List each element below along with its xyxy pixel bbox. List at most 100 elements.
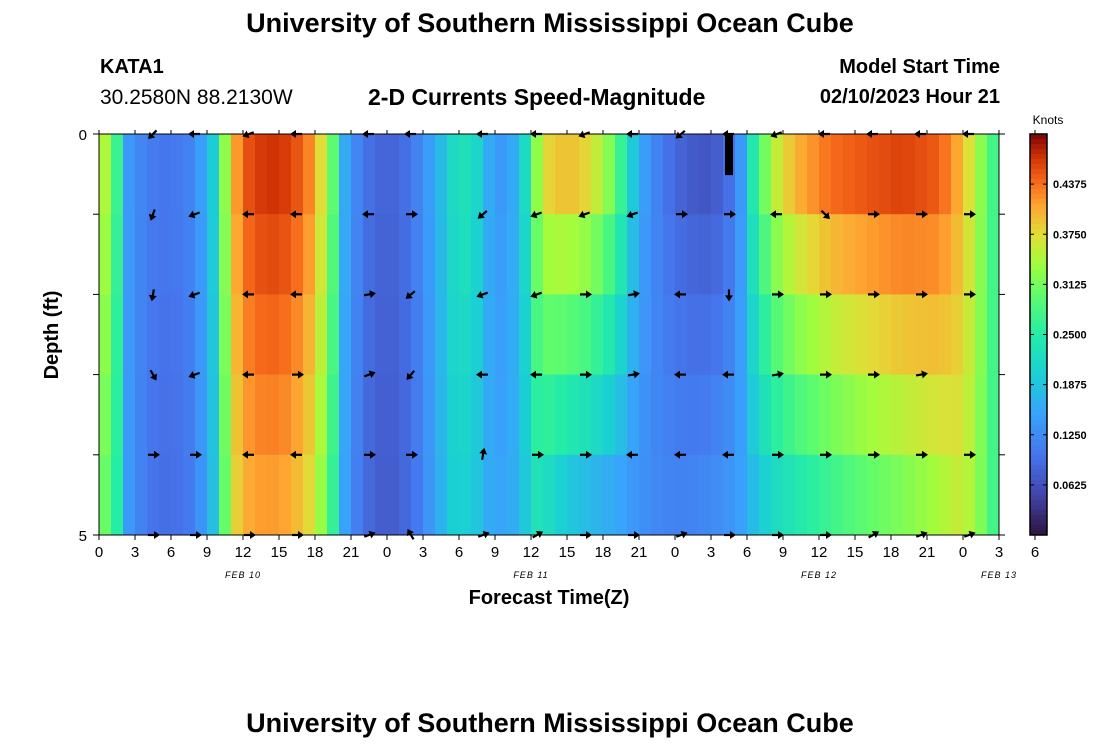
current-vector — [964, 210, 976, 219]
heatmap-cell — [111, 454, 124, 536]
heatmap-cell — [915, 374, 928, 456]
vector-head — [722, 370, 728, 379]
vector-head — [530, 290, 538, 299]
heatmap-cell — [171, 294, 184, 376]
heatmap-cell — [363, 454, 376, 536]
heatmap-cell — [351, 374, 364, 456]
colorbar-swatch — [1030, 329, 1047, 335]
vector-head — [778, 290, 784, 299]
current-vector — [188, 210, 201, 219]
heatmap-cell — [687, 454, 700, 536]
vector-head — [479, 447, 488, 455]
current-vector — [580, 290, 592, 299]
heatmap-cell — [879, 294, 892, 376]
colorbar-swatch — [1030, 324, 1047, 330]
heatmap-cell — [795, 374, 808, 456]
heatmap-cell — [531, 134, 544, 215]
colorbar-swatch — [1030, 509, 1047, 516]
heatmap-cell — [447, 134, 460, 215]
colorbar-swatch — [1030, 519, 1047, 526]
x-tick-label: 0 — [95, 544, 103, 561]
heatmap-cell — [675, 294, 688, 376]
heatmap-cell — [963, 134, 976, 215]
heatmap-cell — [411, 134, 424, 215]
colorbar-swatch — [1030, 474, 1047, 481]
heatmap-cell — [351, 134, 364, 215]
heatmap-cell — [867, 374, 880, 456]
heatmap-cell — [507, 454, 520, 536]
heatmap-cell — [879, 374, 892, 456]
heatmap-cell — [459, 294, 472, 376]
heatmap-cell — [447, 214, 460, 295]
current-vector — [362, 210, 374, 219]
x-tick-label: 3 — [707, 544, 715, 561]
heatmap-cell — [111, 374, 124, 456]
heatmap-cell — [963, 374, 976, 456]
vector-head — [538, 450, 544, 459]
colorbar-swatch — [1030, 334, 1047, 341]
heatmap-cell — [183, 374, 196, 456]
x-tick-label: 9 — [779, 544, 787, 561]
heatmap-cell — [171, 454, 184, 536]
heatmap-cell — [735, 294, 748, 376]
heatmap-cell — [831, 294, 844, 376]
vector-head — [242, 210, 248, 219]
colorbar-swatch — [1030, 279, 1047, 285]
x-tick-label: 9 — [491, 544, 499, 561]
heatmap-cell — [183, 454, 196, 536]
heatmap-cell — [207, 134, 220, 215]
heatmap-cell — [555, 214, 568, 295]
vector-head — [586, 450, 592, 459]
heatmap-cell — [471, 134, 484, 215]
x-tick-label: 15 — [847, 544, 864, 561]
heatmap-cell — [303, 294, 316, 376]
heatmap-cell — [927, 454, 940, 536]
current-vector — [725, 289, 733, 302]
axes: 0 3 6 9 12 15 18 21 0 3 6 9 12 15 18 21 0 3 6 9 12 15 18 21 0 3 6 F… — [79, 127, 1040, 580]
heatmap-cell — [399, 454, 412, 536]
heatmap-cell — [387, 454, 400, 536]
vector-head — [826, 290, 832, 299]
heatmap-cell — [423, 454, 436, 536]
current-vector — [580, 370, 592, 379]
heatmap-cell — [291, 294, 304, 376]
heatmap-cell — [699, 134, 712, 215]
vector-head — [154, 450, 160, 459]
x-tick-label: 21 — [343, 544, 360, 561]
day-label: FEB 13 — [981, 570, 1017, 580]
heatmap-cell — [603, 294, 616, 376]
heatmap-cell — [987, 374, 1000, 456]
heatmap-cell — [435, 214, 448, 295]
vector-head — [477, 211, 485, 219]
heatmap-cell — [99, 134, 112, 215]
vector-head — [970, 210, 976, 219]
current-vector — [820, 450, 832, 459]
vector-head — [242, 370, 248, 379]
heatmap-cell — [699, 454, 712, 536]
colorbar-unit: Knots — [1033, 113, 1064, 127]
vector-head — [770, 210, 776, 219]
heatmap-cell — [867, 294, 880, 376]
colorbar-swatch — [1030, 264, 1047, 270]
x-tick-label: 0 — [671, 544, 679, 561]
colorbar-swatch — [1030, 224, 1047, 230]
heatmap-cell — [951, 454, 964, 536]
heatmap-cell — [567, 454, 580, 536]
heatmap-cell — [135, 134, 148, 215]
vector-head — [826, 370, 832, 379]
heatmap-cell — [975, 374, 988, 456]
heatmap-cell — [591, 374, 604, 456]
heatmap-cell — [651, 374, 664, 456]
heatmap-cell — [807, 454, 820, 536]
colorbar-swatch — [1030, 299, 1047, 305]
current-vector — [722, 370, 734, 379]
heatmap-cell — [747, 374, 760, 456]
heatmap-cell — [135, 454, 148, 536]
heatmap-cell — [675, 374, 688, 456]
vector-head — [970, 290, 976, 299]
heatmap-cell — [459, 134, 472, 215]
heatmap-cell — [495, 374, 508, 456]
heatmap-cell — [483, 134, 496, 215]
heatmap-cell — [99, 374, 112, 456]
heatmap-cell — [711, 294, 724, 376]
